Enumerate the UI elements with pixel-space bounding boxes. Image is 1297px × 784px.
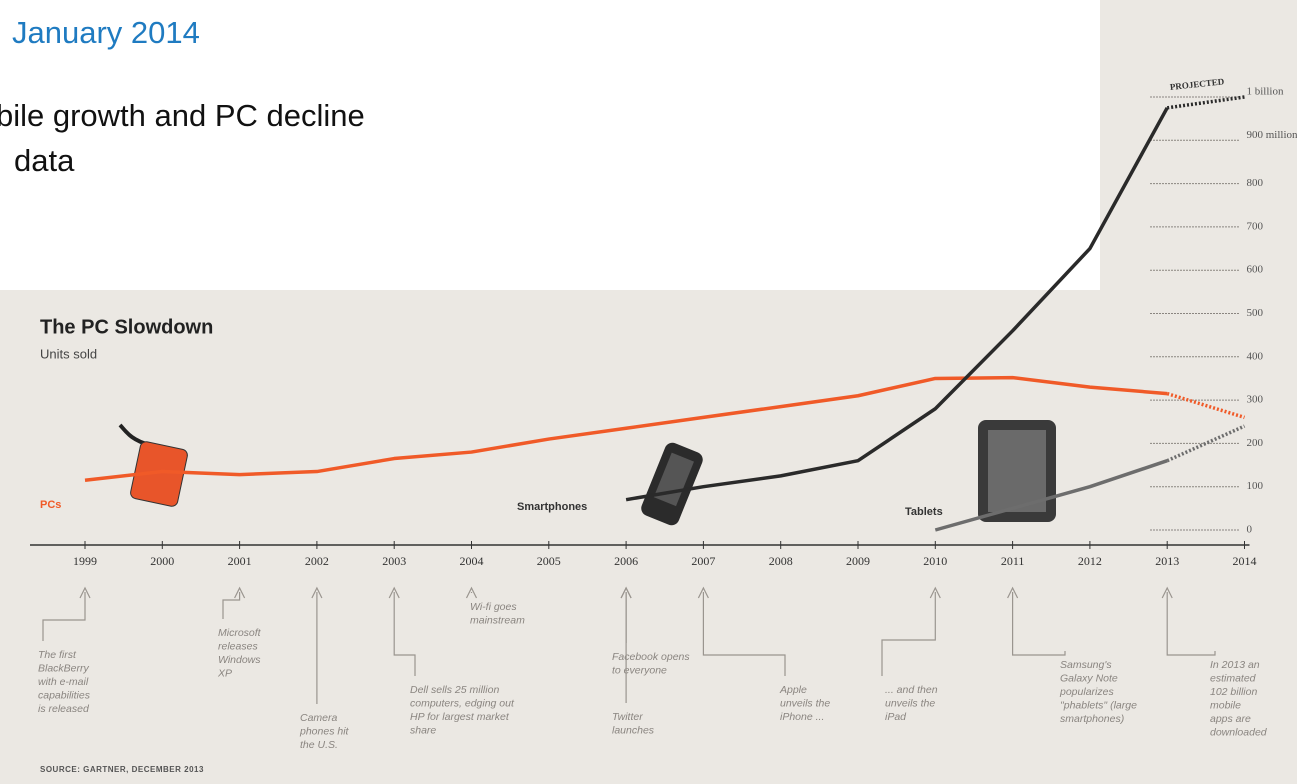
- annotation-text: mainstream: [470, 614, 525, 626]
- x-tick-label: 2004: [460, 554, 484, 568]
- annotation-text: Facebook opens: [612, 651, 690, 663]
- x-tick-label: 2009: [846, 554, 870, 568]
- annotation-text: with e-mail: [38, 676, 89, 688]
- annotation-text: Galaxy Note: [1060, 672, 1118, 684]
- y-tick-label: 600: [1247, 264, 1264, 276]
- annotation-text: XP: [217, 667, 232, 679]
- annotation-text: Twitter: [612, 711, 643, 723]
- annotation-text: is released: [38, 703, 90, 715]
- annotation-text: Windows: [218, 654, 261, 666]
- series-label: PCs: [40, 499, 61, 511]
- x-tick-label: 2006: [614, 554, 638, 568]
- annotation-text: 102 billion: [1210, 686, 1257, 698]
- annotation-text: The first: [38, 649, 77, 661]
- annotation-text: Microsoft: [218, 627, 262, 639]
- chart-subtitle: Units sold: [40, 346, 97, 361]
- annotation-text: popularizes: [1059, 686, 1114, 698]
- annotation-text: unveils the: [780, 697, 830, 709]
- annotation-text: computers, edging out: [410, 697, 515, 709]
- annotation-text: downloaded: [1210, 726, 1268, 738]
- slide-text: data: [14, 143, 75, 178]
- x-tick-label: 2000: [150, 554, 174, 568]
- y-tick-label: 500: [1247, 307, 1264, 319]
- x-tick-label: 2007: [691, 554, 715, 568]
- slide: January 2014 bile growth and PC decline …: [0, 0, 1297, 784]
- y-tick-label: 800: [1247, 177, 1264, 189]
- x-tick-label: 2011: [1001, 554, 1025, 568]
- annotation-text: In 2013 an: [1210, 659, 1260, 671]
- y-tick-label: 700: [1247, 220, 1264, 232]
- annotation-text: apps are: [1210, 713, 1251, 725]
- y-tick-label: 300: [1247, 394, 1264, 406]
- x-tick-label: 2005: [537, 554, 561, 568]
- annotation-text: BlackBerry: [38, 662, 90, 674]
- annotation-text: Samsung's: [1060, 659, 1112, 671]
- annotation-text: Wi-fi goes: [470, 601, 517, 613]
- annotation-text: to everyone: [612, 664, 667, 676]
- x-tick-label: 2014: [1233, 554, 1257, 568]
- annotation-text: Camera: [300, 712, 338, 724]
- annotation-text: releases: [218, 640, 258, 652]
- y-tick-label: 200: [1247, 437, 1264, 449]
- annotation-text: share: [410, 724, 436, 736]
- x-tick-label: 2008: [769, 554, 793, 568]
- annotation-text: iPad: [885, 711, 907, 723]
- x-tick-label: 2013: [1155, 554, 1179, 568]
- annotation-text: launches: [612, 724, 655, 736]
- x-tick-label: 2002: [305, 554, 329, 568]
- x-tick-label: 2001: [228, 554, 252, 568]
- chart-title: The PC Slowdown: [40, 316, 213, 338]
- annotation-text: smartphones): [1060, 713, 1124, 725]
- annotation-text: capabilities: [38, 689, 91, 701]
- annotation-text: the U.S.: [300, 739, 338, 751]
- y-tick-label: 400: [1247, 350, 1264, 362]
- slide-text: bile growth and PC decline: [0, 98, 365, 133]
- x-tick-label: 2012: [1078, 554, 1102, 568]
- annotation-text: "phablets" (large: [1060, 699, 1137, 711]
- x-tick-label: 1999: [73, 554, 97, 568]
- x-tick-label: 2010: [923, 554, 947, 568]
- source: SOURCE: GARTNER, DECEMBER 2013: [40, 765, 204, 774]
- y-tick-label: 900 million: [1247, 129, 1297, 141]
- annotation-text: Apple: [779, 684, 807, 696]
- annotation-text: unveils the: [885, 697, 935, 709]
- annotation-text: phones hit: [299, 725, 350, 737]
- x-tick-label: 2003: [382, 554, 406, 568]
- y-tick-label: 0: [1247, 524, 1253, 536]
- series-label: Tablets: [905, 506, 943, 518]
- series-label: Smartphones: [517, 501, 587, 513]
- annotation-text: Dell sells 25 million: [410, 684, 499, 696]
- annotation-text: ... and then: [885, 684, 938, 696]
- y-tick-label: 1 billion: [1247, 86, 1284, 98]
- annotation-text: HP for largest market: [410, 711, 510, 723]
- annotation-text: estimated: [1210, 672, 1257, 684]
- page: {"slide": {"date": "January 2014", "line…: [0, 0, 1297, 784]
- annotation-text: iPhone ...: [780, 711, 824, 723]
- annotation-text: mobile: [1210, 699, 1241, 711]
- slide-date: January 2014: [12, 15, 200, 50]
- y-tick-label: 100: [1247, 480, 1264, 492]
